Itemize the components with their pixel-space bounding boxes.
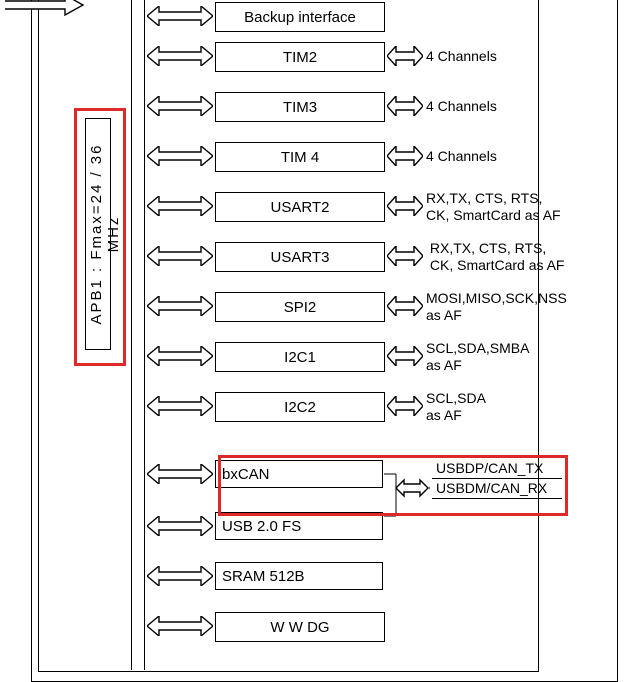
left-arrow bbox=[147, 616, 213, 636]
periph-box: USART2 bbox=[215, 192, 385, 222]
left-arrow bbox=[147, 146, 213, 166]
right-arrow bbox=[387, 96, 423, 116]
periph-box: W W DG bbox=[215, 612, 385, 642]
periph-box: I2C1 bbox=[215, 342, 385, 372]
periph-box: I2C2 bbox=[215, 392, 385, 422]
right-arrow bbox=[387, 46, 423, 66]
left-arrow bbox=[147, 196, 213, 216]
right-arrow bbox=[387, 246, 423, 266]
right-label: 4 Channels bbox=[426, 148, 497, 165]
periph-box: SRAM 512B bbox=[215, 562, 383, 590]
right-label: SCL,SDA as AF bbox=[426, 390, 486, 424]
right-arrow bbox=[387, 196, 423, 216]
left-arrow bbox=[147, 6, 213, 26]
right-arrow bbox=[387, 296, 423, 316]
right-arrow bbox=[387, 396, 423, 416]
periph-box: USART3 bbox=[215, 242, 385, 272]
right-label: 4 Channels bbox=[426, 98, 497, 115]
top-entry-arrow bbox=[5, 0, 85, 16]
red-box-vlabel bbox=[74, 108, 126, 366]
periph-box: TIM3 bbox=[215, 92, 385, 122]
periph-box: TIM 4 bbox=[215, 142, 385, 172]
left-arrow bbox=[147, 346, 213, 366]
left-arrow bbox=[147, 46, 213, 66]
red-box-can-row bbox=[218, 455, 568, 516]
left-arrow bbox=[147, 296, 213, 316]
right-label: MOSI,MISO,SCK,NSS as AF bbox=[426, 290, 567, 324]
periph-box: TIM2 bbox=[215, 42, 385, 72]
periph-box: USB 2.0 FS bbox=[215, 512, 383, 540]
left-arrow bbox=[147, 246, 213, 266]
periph-box: Backup interface bbox=[215, 2, 385, 32]
right-label: RX,TX, CTS, RTS, CK, SmartCard as AF bbox=[426, 240, 564, 274]
bus-bar bbox=[131, 0, 145, 670]
left-arrow bbox=[147, 96, 213, 116]
right-label: SCL,SDA,SMBA as AF bbox=[426, 340, 529, 374]
right-arrow bbox=[387, 146, 423, 166]
left-arrow bbox=[147, 396, 213, 416]
left-arrow bbox=[147, 566, 213, 586]
left-arrow bbox=[147, 516, 213, 536]
right-arrow bbox=[387, 346, 423, 366]
periph-box: SPI2 bbox=[215, 292, 385, 322]
right-label: RX,TX, CTS, RTS, CK, SmartCard as AF bbox=[426, 190, 561, 224]
right-label: 4 Channels bbox=[426, 48, 497, 65]
left-arrow bbox=[147, 464, 213, 484]
